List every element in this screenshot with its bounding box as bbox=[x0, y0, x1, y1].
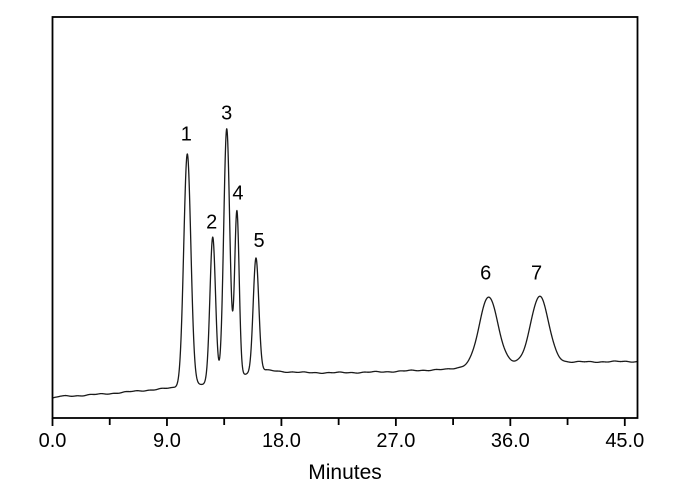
peak-label-1: 1 bbox=[181, 124, 192, 146]
x-tick-label: 9.0 bbox=[153, 430, 181, 452]
x-tick-label: 0.0 bbox=[39, 430, 67, 452]
peak-label-4: 4 bbox=[232, 183, 243, 205]
x-tick-label: 18.0 bbox=[262, 430, 301, 452]
x-axis-ticks bbox=[51, 418, 626, 426]
peak-label-7: 7 bbox=[531, 262, 542, 284]
x-tick-label: 36.0 bbox=[491, 430, 530, 452]
peak-label-2: 2 bbox=[206, 212, 217, 234]
x-tick-label: 27.0 bbox=[376, 430, 415, 452]
x-tick-label: 45.0 bbox=[605, 430, 644, 452]
chromatogram-trace-line bbox=[51, 128, 639, 399]
peak-label-3: 3 bbox=[221, 103, 232, 125]
x-axis-tick-labels: 0.0 9.0 18.0 27.0 36.0 45.0 bbox=[39, 430, 645, 452]
peak-label-5: 5 bbox=[253, 230, 264, 252]
peak-label-6: 6 bbox=[480, 263, 491, 285]
plot-border bbox=[51, 16, 639, 419]
peak-labels: 1 2 3 4 5 6 7 bbox=[181, 103, 542, 285]
x-axis-title: Minutes bbox=[308, 461, 382, 484]
